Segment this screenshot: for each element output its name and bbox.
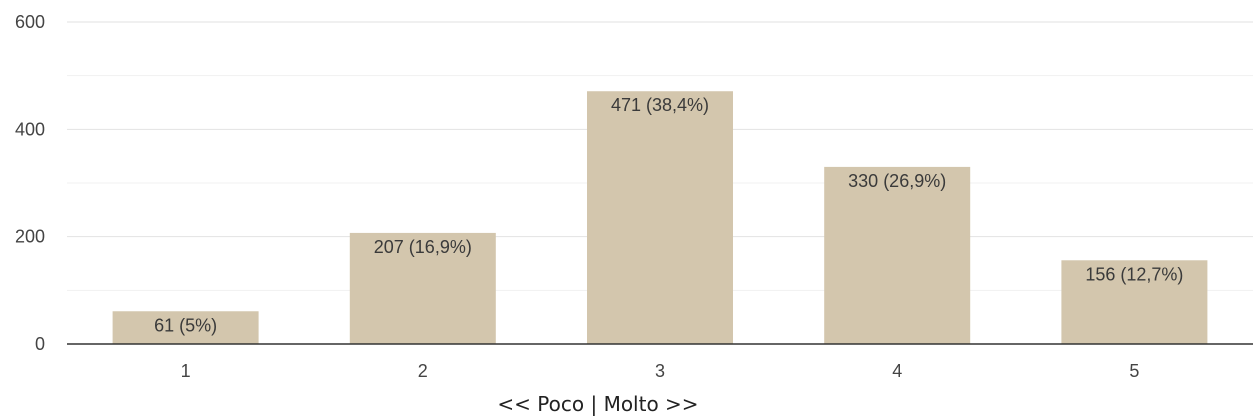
x-tick-label: 2 — [418, 361, 428, 381]
bar — [112, 311, 259, 344]
bar — [824, 166, 971, 344]
y-tick-label: 600 — [15, 12, 45, 32]
y-axis-ticks: 0 200 400 600 — [15, 12, 45, 354]
x-tick-label: 5 — [1129, 361, 1139, 381]
x-axis-ticks: 1 2 3 4 5 — [181, 361, 1140, 381]
bar-data-label: 61 (5%) — [154, 315, 217, 335]
bar-data-label: 330 (26,9%) — [848, 171, 946, 191]
bar — [349, 232, 496, 344]
y-tick-label: 200 — [15, 227, 45, 247]
x-tick-label: 1 — [181, 361, 191, 381]
x-tick-label: 3 — [655, 361, 665, 381]
y-tick-label: 400 — [15, 119, 45, 139]
bars: 61 (5%) 207 (16,9%) 471 (38,4%) 330 (26,9%)… — [112, 91, 1208, 344]
bar-data-label: 207 (16,9%) — [374, 237, 472, 257]
bar-data-label: 471 (38,4%) — [611, 95, 709, 115]
x-tick-label: 4 — [892, 361, 902, 381]
bar-data-label: 156 (12,7%) — [1085, 264, 1183, 284]
bar — [587, 91, 733, 344]
bar — [1061, 260, 1208, 344]
y-tick-label: 0 — [35, 334, 45, 354]
x-axis-label: << Poco | Molto >> — [497, 392, 698, 416]
